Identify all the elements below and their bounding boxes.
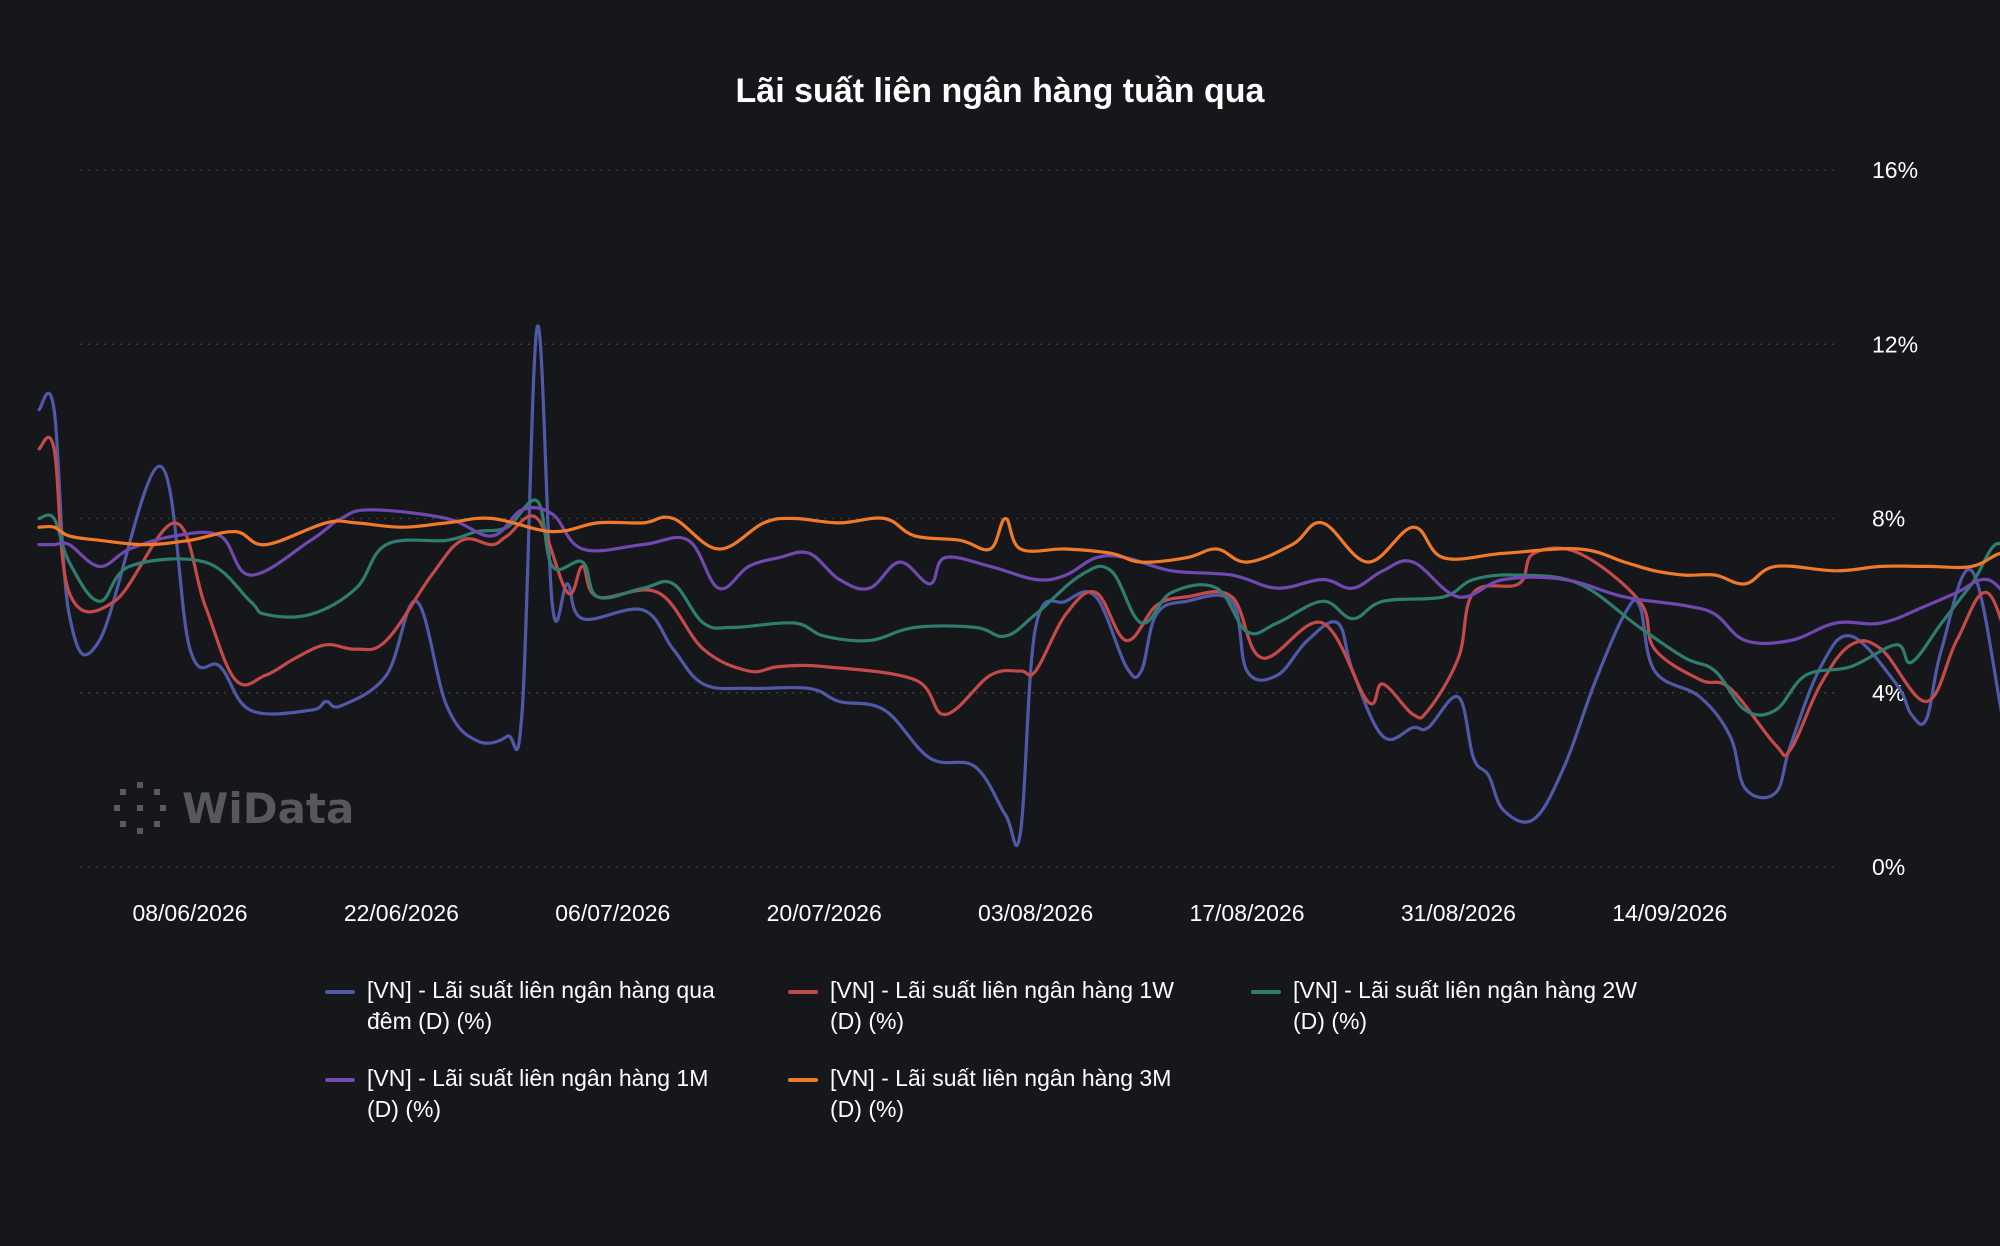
legend-label: [VN] - Lãi suất liên ngân hàng qua đêm (…	[367, 977, 715, 1034]
legend-label: [VN] - Lãi suất liên ngân hàng 1W (D) (%…	[830, 977, 1174, 1034]
legend-swatch	[788, 1078, 818, 1082]
legend-item-4[interactable]: [VN] - Lãi suất liên ngân hàng 1M (D) (%…	[325, 1063, 788, 1125]
x-tick-label: 14/09/2026	[1612, 900, 1727, 926]
widata-logo-icon	[114, 782, 166, 834]
x-tick-label: 08/06/2026	[132, 900, 247, 926]
gridlines	[80, 169, 1840, 868]
watermark: WiData	[112, 780, 354, 836]
legend-item-3[interactable]: [VN] - Lãi suất liên ngân hàng 2W (D) (%…	[1251, 975, 1714, 1037]
watermark-text: WiData	[182, 783, 355, 833]
x-tick-label: 17/08/2026	[1189, 900, 1304, 926]
x-tick-label: 31/08/2026	[1401, 900, 1516, 926]
y-tick-label: 0%	[1872, 854, 1905, 880]
series-lines	[37, 324, 2000, 848]
legend-swatch	[788, 990, 818, 994]
legend-swatch	[1251, 990, 1281, 994]
x-tick-label: 22/06/2026	[344, 900, 459, 926]
x-axis-ticks: 08/06/2026 22/06/2026 06/07/2026 20/07/2026…	[132, 900, 1727, 926]
x-tick-label: 03/08/2026	[978, 900, 1093, 926]
legend-item-5[interactable]: [VN] - Lãi suất liên ngân hàng 3M (D) (%…	[788, 1063, 1251, 1125]
legend-swatch	[325, 1078, 355, 1082]
legend-label: [VN] - Lãi suất liên ngân hàng 1M (D) (%…	[367, 1065, 709, 1122]
x-tick-label: 06/07/2026	[555, 900, 670, 926]
legend-swatch	[325, 990, 355, 994]
series-line-3	[37, 498, 2000, 717]
series-line-5	[37, 515, 2000, 586]
legend-item-2[interactable]: [VN] - Lãi suất liên ngân hàng 1W (D) (%…	[788, 975, 1251, 1037]
series-line-2	[37, 435, 2000, 758]
y-tick-label: 8%	[1872, 506, 1905, 532]
y-axis-ticks: 0% 4% 8% 12% 16%	[1872, 157, 1918, 880]
chart-legend: [VN] - Lãi suất liên ngân hàng qua đêm (…	[325, 975, 1725, 1125]
line-chart: 0% 4% 8% 12% 16% 08/06/2026 22/06/2026 06/07/2…	[37, 157, 2000, 926]
x-tick-label: 20/07/2026	[767, 900, 882, 926]
series-line-1	[37, 324, 2000, 848]
y-tick-label: 12%	[1872, 331, 1918, 357]
chart-title: Lãi suất liên ngân hàng tuần qua	[735, 72, 1265, 110]
y-tick-label: 16%	[1872, 157, 1918, 183]
legend-label: [VN] - Lãi suất liên ngân hàng 3M (D) (%…	[830, 1065, 1172, 1122]
legend-item-1[interactable]: [VN] - Lãi suất liên ngân hàng qua đêm (…	[325, 975, 788, 1037]
legend-label: [VN] - Lãi suất liên ngân hàng 2W (D) (%…	[1293, 977, 1637, 1034]
y-tick-label: 4%	[1872, 680, 1905, 706]
